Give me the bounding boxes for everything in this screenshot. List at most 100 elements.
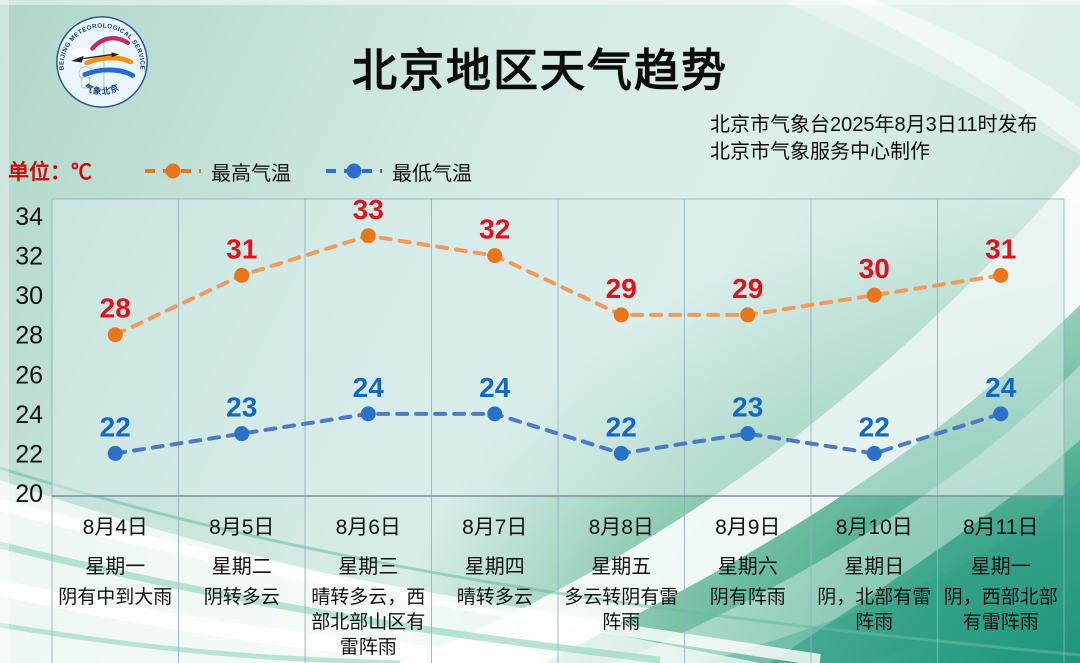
publish-line-2: 北京市气象服务中心制作: [710, 141, 930, 163]
max-temp-value-label: 29: [606, 273, 637, 304]
max-temp-legend-dot: [165, 163, 181, 179]
min-temp-point: [740, 426, 756, 442]
max-temp-legend-marker-icon: [145, 163, 201, 179]
legend-item-min-temp: 最低气温: [325, 157, 472, 186]
day-column: 8月6日星期三晴转多云，西部北部山区有雷阵雨: [305, 497, 432, 663]
weather-label: 晴转多云，西部北部山区有雷阵雨: [311, 587, 426, 659]
min-temp-value-label: 23: [226, 392, 257, 423]
top-edge-highlight: [0, 0, 1080, 5]
max-temp-point: [360, 228, 376, 244]
publish-info: 北京市气象台2025年8月3日11时发布 北京市气象服务中心制作: [710, 112, 1038, 166]
logo-vane-tail: [71, 55, 84, 63]
weather-label: 阴转多云: [203, 587, 280, 608]
max-temp-point: [866, 287, 882, 303]
page-title: 北京地区天气趋势: [351, 45, 728, 96]
logo-dome-base: [81, 77, 90, 89]
max-temp-value-label: 33: [353, 194, 384, 225]
min-temp-point: [234, 426, 250, 442]
day-column: 8月8日星期五多云转阴有雷阵雨: [558, 497, 685, 663]
day-column: 8月7日星期四晴转多云: [432, 497, 559, 663]
date-label: 8月10日: [835, 516, 913, 539]
min-temp-point: [866, 445, 882, 461]
max-temp-value-label: 28: [100, 293, 131, 324]
max-temp-point: [107, 327, 123, 343]
y-tick-label: 26: [15, 361, 43, 389]
y-tick-label: 34: [15, 203, 43, 231]
date-label: 8月9日: [715, 516, 781, 539]
min-temp-value-label: 24: [479, 372, 511, 403]
y-tick-label: 28: [15, 322, 43, 350]
min-temp-legend-dot: [346, 163, 362, 179]
min-temp-value-label: 24: [985, 372, 1017, 403]
min-temp-point: [107, 445, 123, 461]
logo-wind-vane: [78, 53, 114, 60]
date-label: 8月8日: [588, 516, 654, 539]
publish-line-1: 北京市气象台2025年8月3日11时发布: [710, 114, 1038, 136]
min-temp-point: [613, 445, 629, 461]
date-label: 8月11日: [963, 516, 1039, 539]
min-temp-legend-marker-icon: [326, 163, 382, 179]
logo-badge-icon: BEIJING METEOROLOGICAL SERVICE 气象北京: [56, 16, 148, 108]
plot-area: [52, 199, 1064, 496]
max-temp-point: [234, 267, 250, 283]
logo-ribbon-orange: [84, 55, 134, 66]
weather-label: 阴，北部有雷阵雨: [817, 587, 932, 634]
day-column: 8月9日星期六阴有阵雨: [685, 497, 812, 663]
y-tick-label: 30: [15, 282, 43, 310]
y-tick-label: 22: [15, 440, 43, 468]
logo-vane-head: [111, 52, 120, 58]
day-column: 8月4日星期一阴有中到大雨: [52, 497, 179, 663]
logo-ribbon-red: [90, 36, 131, 51]
legend-label-max-temp: 最高气温: [211, 162, 291, 185]
legend-row: 单位：℃ 最高气温 最低气温: [8, 155, 506, 187]
weekday-label: 星期六: [717, 555, 778, 578]
weekday-label: 星期一: [85, 555, 146, 578]
y-tick-label: 20: [15, 480, 43, 508]
weekday-label: 星期四: [464, 555, 525, 578]
weather-label: 阴有中到大雨: [58, 587, 173, 608]
max-temp-value-label: 31: [985, 233, 1016, 264]
weather-label: 阴，西部北部有雷阵雨: [943, 587, 1058, 634]
date-label: 8月6日: [335, 516, 401, 539]
min-temp-value-label: 22: [100, 411, 131, 442]
max-temp-point: [487, 248, 503, 264]
weather-label: 多云转阴有雷阵雨: [564, 587, 679, 634]
weekday-label: 星期日: [844, 555, 905, 578]
max-temp-value-label: 29: [732, 273, 763, 304]
unit-label: 单位：℃: [8, 161, 92, 184]
min-temp-point: [993, 406, 1009, 422]
max-temp-value-label: 31: [226, 233, 257, 264]
date-label: 8月4日: [82, 516, 148, 539]
legend-label-min-temp: 最低气温: [392, 162, 472, 185]
weekday-label: 星期二: [211, 555, 272, 578]
weekday-label: 星期一: [970, 555, 1031, 578]
max-temp-value-label: 32: [479, 214, 510, 245]
max-temp-point: [740, 307, 756, 323]
weekday-label: 星期三: [338, 555, 399, 578]
min-temp-value-label: 22: [606, 411, 637, 442]
date-label: 8月7日: [462, 516, 528, 539]
min-temp-point: [487, 406, 503, 422]
weather-label: 晴转多云: [456, 587, 533, 608]
weather-label: 阴有阵雨: [709, 587, 786, 608]
min-temp-line: [113, 411, 1003, 456]
max-temp-point: [613, 307, 629, 323]
beijing-meteorological-service-logo: BEIJING METEOROLOGICAL SERVICE 气象北京: [54, 14, 150, 110]
logo-ribbon-blue: [82, 67, 136, 78]
weekday-label: 星期五: [591, 555, 652, 578]
min-temp-point: [360, 406, 376, 422]
date-label: 8月5日: [209, 516, 275, 539]
min-temp-value-label: 23: [732, 392, 763, 423]
y-tick-label: 24: [15, 401, 43, 429]
left-edge-highlight: [0, 0, 9, 663]
y-tick-label: 32: [15, 243, 43, 271]
logo-cloud-1: [71, 47, 95, 58]
min-temp-value-label: 22: [859, 411, 890, 442]
max-temp-point: [993, 267, 1009, 283]
legend-item-max-temp: 最高气温: [144, 157, 291, 186]
max-temp-value-label: 30: [859, 253, 890, 284]
min-temp-value-label: 24: [353, 372, 385, 403]
max-temp-line: [113, 233, 1003, 337]
day-column: 8月11日星期一阴，西部北部有雷阵雨: [938, 497, 1065, 663]
